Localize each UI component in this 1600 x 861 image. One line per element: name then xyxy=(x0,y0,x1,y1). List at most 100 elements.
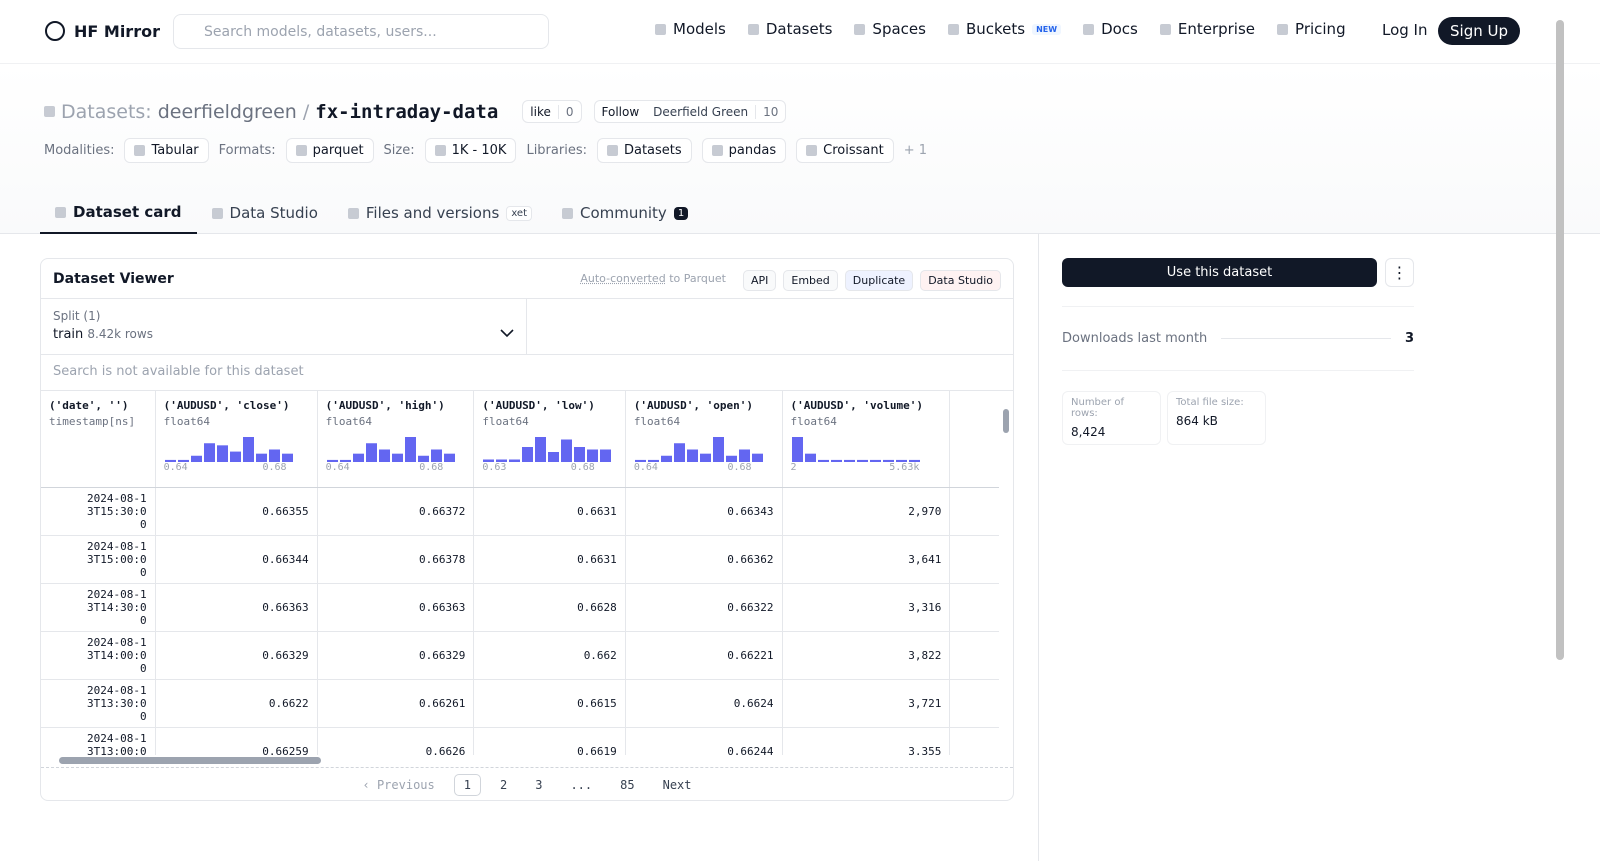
histogram-bar[interactable] xyxy=(699,453,711,462)
tab[interactable]: Files and versions xet xyxy=(333,192,547,234)
nav-link[interactable]: Buckets NEW xyxy=(947,20,1062,38)
histogram-bar[interactable] xyxy=(281,453,293,462)
tag[interactable]: Tabular xyxy=(124,138,209,163)
nav-link[interactable]: Docs xyxy=(1083,20,1138,38)
page-number[interactable]: 85 xyxy=(620,777,635,792)
histogram-bar[interactable] xyxy=(365,443,377,462)
histogram-bar[interactable] xyxy=(712,437,724,462)
table-cell[interactable]: 3,641 xyxy=(782,535,951,584)
histogram-bar[interactable] xyxy=(216,445,228,462)
table-cell[interactable]: 0.66221 xyxy=(625,631,783,680)
histogram-bar[interactable] xyxy=(326,459,338,462)
page-number[interactable]: 2 xyxy=(499,777,508,792)
histogram-bar[interactable] xyxy=(190,455,202,462)
histogram-bar[interactable] xyxy=(496,459,508,463)
table-cell[interactable]: 0.66329 xyxy=(155,631,318,680)
histogram-bar[interactable] xyxy=(268,449,280,463)
scroll-thumb[interactable] xyxy=(59,757,321,764)
histogram-bar[interactable] xyxy=(660,455,672,462)
histogram-bar[interactable] xyxy=(509,459,521,463)
histogram-bar[interactable] xyxy=(522,447,534,462)
follow-button[interactable]: Follow Deerfield Green 10 xyxy=(593,100,787,123)
histogram-bar[interactable] xyxy=(647,459,659,462)
histogram-bar[interactable] xyxy=(882,459,894,462)
login-link[interactable]: Log In xyxy=(1382,21,1428,39)
table-cell[interactable]: 0.6631 xyxy=(473,487,626,536)
auto-converted-link[interactable]: Auto-converted xyxy=(580,272,666,285)
nav-link[interactable]: Enterprise xyxy=(1159,20,1255,38)
histogram-bar[interactable] xyxy=(548,452,560,462)
histogram-bar[interactable] xyxy=(391,453,403,462)
dataset-name[interactable]: fx-intraday-data xyxy=(315,100,499,123)
viewer-button[interactable]: Duplicate xyxy=(844,270,914,291)
use-dataset-button[interactable]: Use this dataset xyxy=(1062,258,1377,287)
histogram-bar[interactable] xyxy=(177,459,189,462)
prev-page[interactable]: ‹ Previous xyxy=(362,777,435,792)
histogram-bar[interactable] xyxy=(339,459,351,462)
horizontal-scrollbar[interactable] xyxy=(45,755,995,765)
histogram-bar[interactable] xyxy=(404,437,416,462)
histogram-bar[interactable] xyxy=(830,459,842,462)
histogram-bar[interactable] xyxy=(587,449,599,463)
table-cell[interactable]: 0.66344 xyxy=(155,535,318,584)
histogram-bar[interactable] xyxy=(255,453,267,462)
histogram-bar[interactable] xyxy=(203,443,215,462)
histogram-bar[interactable] xyxy=(869,459,881,462)
signup-button[interactable]: Sign Up xyxy=(1438,17,1520,45)
table-cell[interactable]: 0.6628 xyxy=(473,583,626,632)
table-cell[interactable]: 0.66372 xyxy=(317,487,475,536)
next-page[interactable]: Next xyxy=(662,777,692,792)
histogram-bar[interactable] xyxy=(856,459,868,462)
split-select[interactable]: Split (1) train 8.42k rows xyxy=(41,299,527,354)
table-cell[interactable]: 0.66329 xyxy=(317,631,475,680)
table-cell[interactable]: 0.6615 xyxy=(473,679,626,728)
nav-link[interactable]: Spaces xyxy=(854,20,926,38)
histogram-bar[interactable] xyxy=(908,459,920,462)
table-cell[interactable]: 3,822 xyxy=(782,631,951,680)
more-tags[interactable]: + 1 xyxy=(903,143,927,158)
table-cell[interactable]: 2,970 xyxy=(782,487,951,536)
nav-link[interactable]: Pricing xyxy=(1277,20,1346,38)
page-number[interactable]: 1 xyxy=(453,773,481,796)
histogram-bar[interactable] xyxy=(686,449,698,463)
table-cell[interactable]: 3,316 xyxy=(782,583,951,632)
page-number[interactable]: ... xyxy=(570,777,593,792)
table-cell[interactable]: 2024-08-13T14:30:00 xyxy=(41,583,156,632)
title-prefix[interactable]: Datasets: xyxy=(61,100,152,123)
tab[interactable]: Community 1 xyxy=(547,192,703,234)
more-button[interactable]: ⋮ xyxy=(1385,258,1414,287)
tab[interactable]: Data Studio xyxy=(197,192,333,234)
histogram-bar[interactable] xyxy=(843,459,855,462)
table-cell[interactable]: 3,721 xyxy=(782,679,951,728)
nav-link[interactable]: Models xyxy=(655,20,726,38)
histogram-bar[interactable] xyxy=(673,443,685,462)
table-cell[interactable]: 0.662 xyxy=(473,631,626,680)
table-cell[interactable]: 0.6626 xyxy=(317,727,475,755)
histogram-bar[interactable] xyxy=(430,449,442,463)
table-cell[interactable]: 0.66378 xyxy=(317,535,475,584)
page-number[interactable]: 3 xyxy=(535,777,543,792)
histogram-bar[interactable] xyxy=(751,453,763,462)
viewer-button[interactable]: Data Studio xyxy=(920,270,1001,291)
table-cell[interactable]: 0.66363 xyxy=(317,583,475,632)
table-cell[interactable]: 2024-08-13T13:30:00 xyxy=(41,679,156,728)
brand[interactable]: HF Mirror xyxy=(44,20,160,42)
vertical-scrollbar[interactable] xyxy=(1003,409,1009,433)
histogram-bar[interactable] xyxy=(634,459,646,462)
table-cell[interactable]: 3,355 xyxy=(782,727,951,755)
histogram-bar[interactable] xyxy=(574,447,586,462)
histogram-bar[interactable] xyxy=(164,459,176,462)
histogram-bar[interactable] xyxy=(229,451,241,462)
table-cell[interactable]: 0.6631 xyxy=(473,535,626,584)
histogram-bar[interactable] xyxy=(352,453,364,462)
nav-link[interactable]: Datasets xyxy=(747,20,832,38)
table-cell[interactable]: 0.66363 xyxy=(155,583,318,632)
histogram-bar[interactable] xyxy=(535,437,547,462)
tab[interactable]: Dataset card xyxy=(40,192,197,234)
table-cell[interactable]: 0.6624 xyxy=(625,679,783,728)
viewer-button[interactable]: API xyxy=(742,270,777,291)
tag[interactable]: 1K - 10K xyxy=(424,138,517,163)
table-cell[interactable]: 0.66343 xyxy=(625,487,783,536)
histogram-bar[interactable] xyxy=(738,449,750,463)
table-cell[interactable]: 0.66355 xyxy=(155,487,318,536)
